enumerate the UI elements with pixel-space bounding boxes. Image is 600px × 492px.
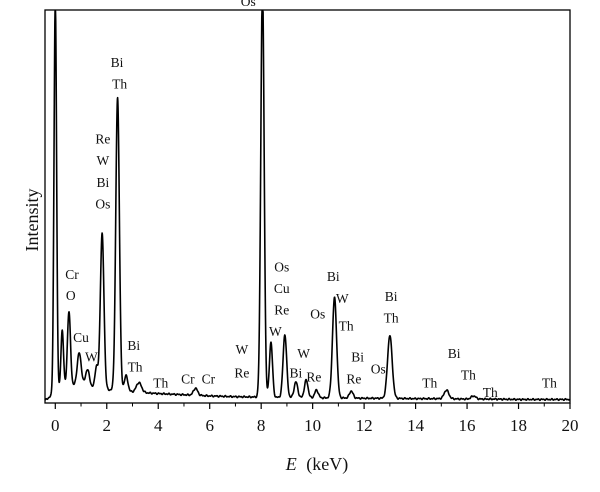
peak-annotations: CuOsBiThReWBiOsCrOCuWBiThThCrCrWReOsCuRe… xyxy=(65,0,557,400)
x-tick-label: 10 xyxy=(304,416,321,435)
peak-label: Re xyxy=(95,132,110,147)
peak-label: Th xyxy=(483,385,498,400)
x-tick-label: 2 xyxy=(103,416,112,435)
peak-label: Th xyxy=(422,375,437,390)
peak-label: Th xyxy=(384,310,399,325)
peak-label: Os xyxy=(241,0,256,9)
peak-label: Th xyxy=(128,360,143,375)
peak-label: Th xyxy=(153,375,168,390)
peak-label: W xyxy=(97,153,110,168)
x-axis-title: E (keV) xyxy=(285,454,348,475)
y-axis-title: Intensity xyxy=(22,189,42,252)
x-tick-label: 12 xyxy=(356,416,373,435)
peak-label: W xyxy=(236,342,249,357)
x-tick-label: 0 xyxy=(51,416,60,435)
peak-label: Cu xyxy=(73,330,89,345)
peak-label: Cu xyxy=(274,281,290,296)
peak-label: Bi xyxy=(385,289,398,304)
peak-label: Re xyxy=(274,303,289,318)
plot-area: CuOsBiThReWBiOsCrOCuWBiThThCrCrWReOsCuRe… xyxy=(44,0,579,435)
peak-label: Th xyxy=(339,318,354,333)
peak-label: Th xyxy=(542,375,557,390)
x-tick-label: 14 xyxy=(407,416,425,435)
x-tick-label: 20 xyxy=(562,416,579,435)
peak-label: Os xyxy=(371,362,386,377)
peak-label: Bi xyxy=(290,365,303,380)
peak-label: Bi xyxy=(127,338,140,353)
peak-label: W xyxy=(85,350,98,365)
peak-label: O xyxy=(66,288,76,303)
peak-label: Os xyxy=(274,259,289,274)
peak-label: Re xyxy=(306,369,321,384)
peak-label: Th xyxy=(112,77,127,92)
x-tick-label: 6 xyxy=(205,416,214,435)
peak-label: Os xyxy=(95,196,110,211)
peak-label: Bi xyxy=(111,55,124,70)
x-axis-ticks: 0 2 4 6 8 10 12 14 16 18 20 xyxy=(51,403,579,435)
peak-label: Bi xyxy=(448,346,461,361)
peak-label: Th xyxy=(461,367,476,382)
x-tick-label: 8 xyxy=(257,416,266,435)
peak-label: Cr xyxy=(202,371,216,386)
x-tick-label: 16 xyxy=(459,416,476,435)
plot-frame xyxy=(44,9,571,404)
x-axis-variable: E xyxy=(285,454,297,474)
peak-label: Bi xyxy=(351,350,364,365)
spectrum-line xyxy=(44,10,571,402)
x-axis-unit: (keV) xyxy=(306,454,348,475)
x-tick-label: 4 xyxy=(154,416,163,435)
peak-label: W xyxy=(336,291,349,306)
x-tick-label: 18 xyxy=(510,416,527,435)
peak-label: Re xyxy=(346,371,361,386)
peak-label: Re xyxy=(234,365,249,380)
peak-label: W xyxy=(297,346,310,361)
peak-label: Os xyxy=(310,307,325,322)
peak-label: Cr xyxy=(65,267,79,282)
peak-label: Bi xyxy=(97,175,110,190)
peak-label: Cr xyxy=(181,371,195,386)
spectrum-layer xyxy=(44,10,571,402)
peak-label: W xyxy=(269,324,282,339)
peak-label: Bi xyxy=(327,269,340,284)
